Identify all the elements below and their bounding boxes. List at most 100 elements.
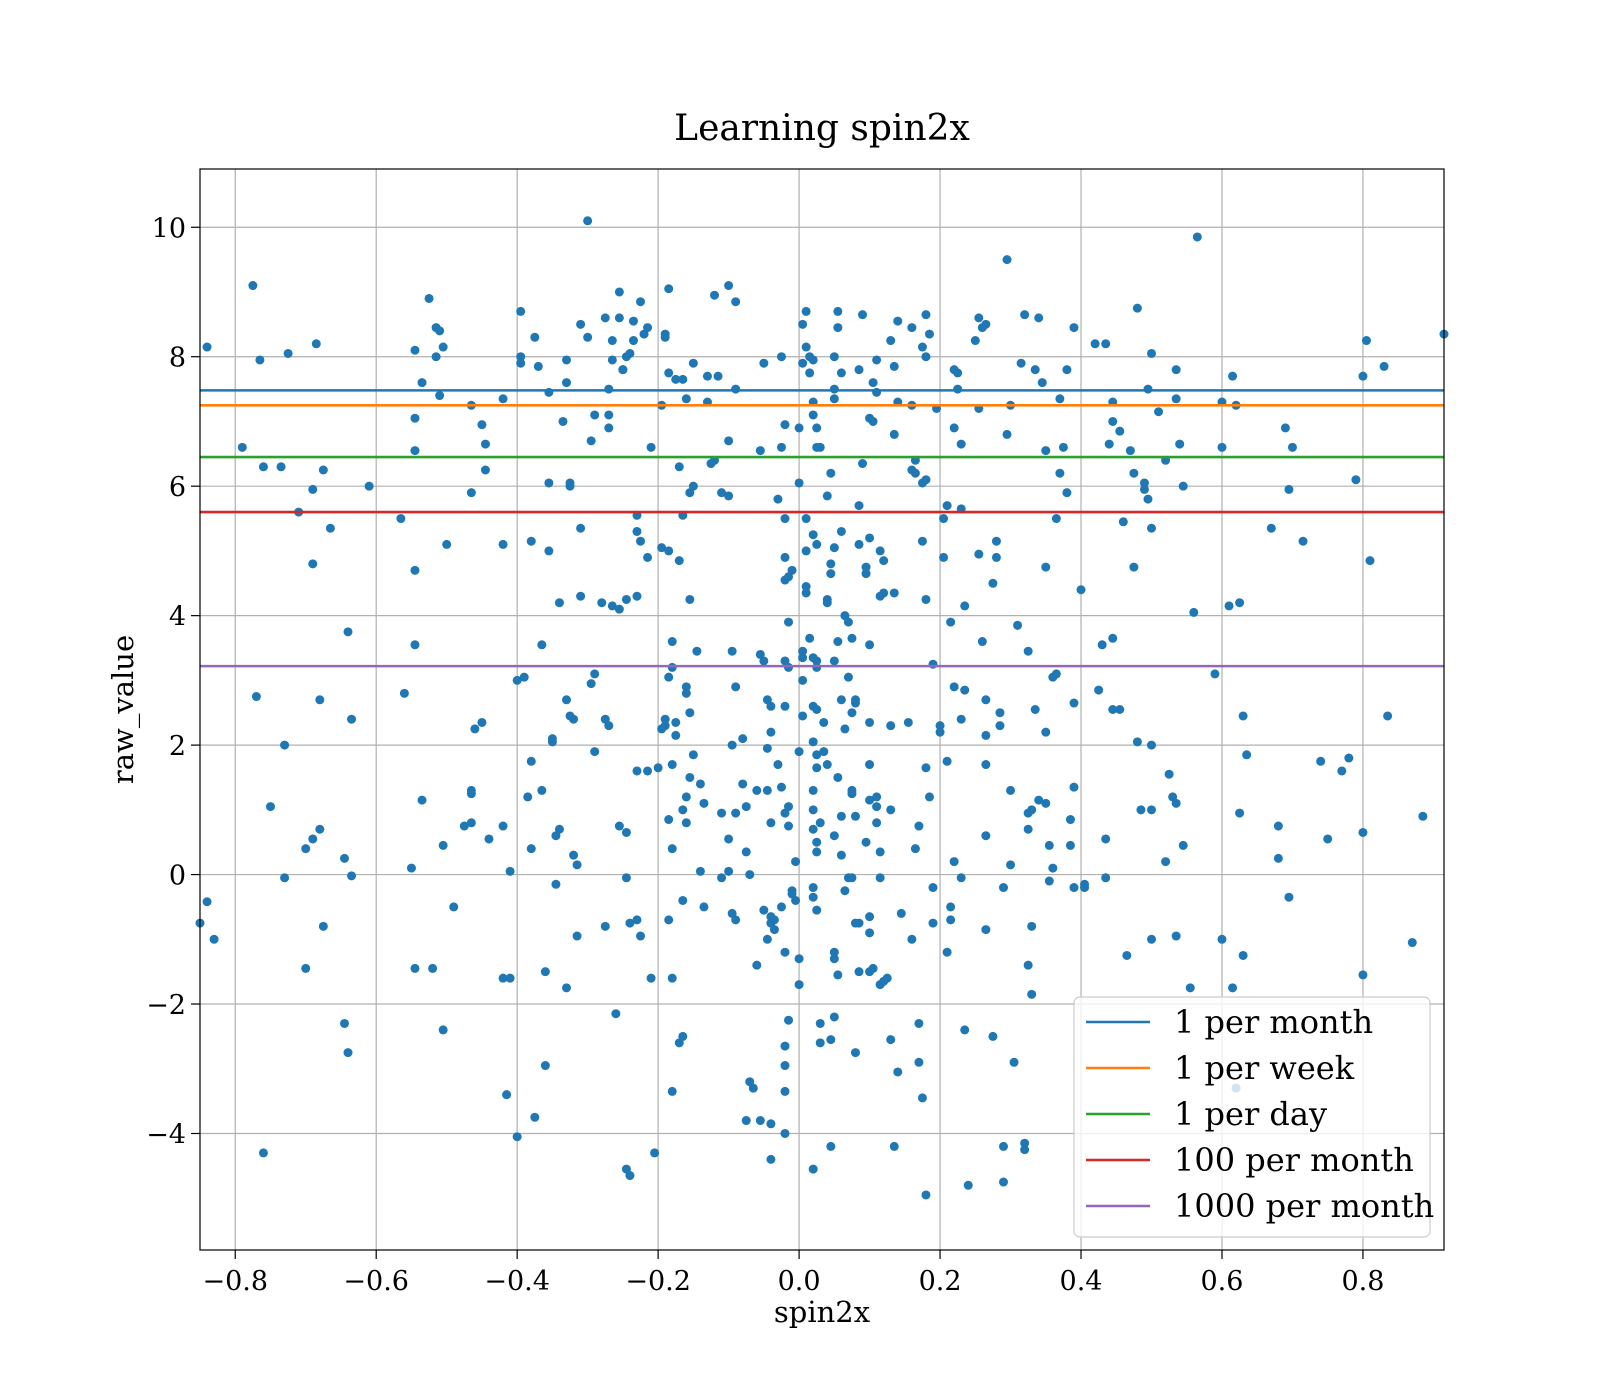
data-point (678, 1031, 688, 1041)
data-point (829, 656, 839, 666)
data-point (858, 310, 868, 320)
data-point (1284, 892, 1294, 902)
data-point (347, 714, 357, 724)
data-point (801, 342, 811, 352)
data-point (942, 501, 952, 511)
data-point (643, 552, 653, 562)
data-point (921, 594, 931, 604)
data-point (960, 601, 970, 611)
data-point (717, 808, 727, 818)
data-point (1284, 484, 1294, 494)
data-point (498, 394, 508, 404)
data-point (833, 306, 843, 316)
data-point (480, 439, 490, 449)
data-point (1108, 705, 1118, 714)
legend-box (1073, 996, 1431, 1238)
data-point (886, 721, 896, 731)
y-tick-label: 4 (169, 602, 186, 633)
data-point (752, 785, 762, 795)
data-point (998, 883, 1008, 893)
data-point (586, 679, 596, 689)
data-point (576, 319, 586, 329)
data-point (776, 902, 786, 912)
data-point (632, 915, 642, 925)
data-point (1147, 523, 1157, 533)
data-point (798, 653, 808, 663)
data-point (791, 857, 801, 867)
data-point (664, 284, 674, 294)
data-point (526, 844, 536, 854)
data-point (935, 721, 945, 731)
data-point (1316, 756, 1326, 766)
data-point (1034, 795, 1044, 805)
data-point (1101, 339, 1111, 349)
data-point (991, 536, 1001, 546)
data-point (762, 743, 772, 753)
data-point (1065, 840, 1075, 850)
data-point (960, 1025, 970, 1035)
data-point (396, 514, 406, 524)
data-point (812, 539, 822, 549)
data-point (1139, 478, 1149, 488)
data-point (512, 1132, 522, 1142)
y-tick-label: 10 (152, 213, 186, 244)
data-point (717, 873, 727, 883)
data-point (547, 734, 557, 744)
data-point (717, 488, 727, 498)
data-point (875, 873, 885, 883)
data-point (339, 1018, 349, 1028)
data-point (773, 494, 783, 504)
data-point (826, 1035, 836, 1045)
data-point (822, 594, 832, 604)
data-point (1034, 313, 1044, 323)
data-point (590, 669, 600, 679)
data-point (1044, 876, 1054, 886)
data-point (1062, 488, 1072, 498)
data-point (942, 756, 952, 766)
data-point (812, 763, 822, 773)
data-point (537, 785, 547, 795)
data-point (826, 569, 836, 579)
data-point (872, 355, 882, 365)
data-point (847, 633, 857, 643)
data-point (998, 1141, 1008, 1151)
data-point (614, 313, 624, 323)
data-point (1273, 821, 1283, 831)
y-tick-label: 8 (169, 343, 186, 374)
data-point (1002, 255, 1012, 265)
data-point (477, 420, 487, 430)
data-point (636, 536, 646, 546)
data-point (741, 802, 751, 812)
data-point (815, 1018, 825, 1028)
data-point (502, 1090, 512, 1100)
data-point (664, 546, 674, 556)
data-point (865, 795, 875, 805)
data-point (576, 591, 586, 601)
data-point (766, 1119, 776, 1129)
data-point (1178, 840, 1188, 850)
data-point (875, 546, 885, 556)
data-point (812, 750, 822, 760)
legend-label: 1000 per month (1174, 1187, 1434, 1225)
data-point (1242, 750, 1252, 760)
data-point (681, 682, 691, 692)
data-point (872, 802, 882, 812)
data-point (512, 675, 522, 685)
data-point (939, 552, 949, 562)
data-point (516, 358, 526, 368)
data-point (872, 792, 882, 802)
data-point (956, 439, 966, 449)
data-point (812, 705, 822, 714)
data-point (833, 772, 843, 782)
data-point (780, 1041, 790, 1051)
data-point (459, 821, 469, 831)
data-point (618, 365, 628, 375)
data-point (688, 481, 698, 491)
data-point (484, 834, 494, 844)
data-point (946, 902, 956, 912)
data-point (1069, 323, 1079, 333)
data-point (569, 714, 579, 724)
data-point (562, 695, 572, 705)
data-point (1365, 556, 1375, 566)
data-point (886, 1035, 896, 1045)
